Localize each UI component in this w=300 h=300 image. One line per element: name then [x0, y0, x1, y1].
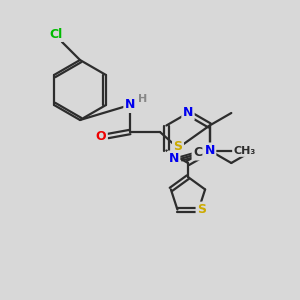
- Text: N: N: [169, 152, 179, 165]
- Text: N: N: [183, 106, 193, 119]
- Text: C: C: [193, 146, 202, 159]
- Text: N: N: [125, 98, 135, 112]
- Text: S: S: [173, 140, 182, 152]
- Text: N: N: [205, 144, 215, 157]
- Text: S: S: [197, 203, 206, 216]
- Text: Cl: Cl: [50, 28, 63, 40]
- Text: H: H: [138, 94, 148, 104]
- Text: O: O: [96, 130, 106, 142]
- Text: CH₃: CH₃: [233, 146, 256, 155]
